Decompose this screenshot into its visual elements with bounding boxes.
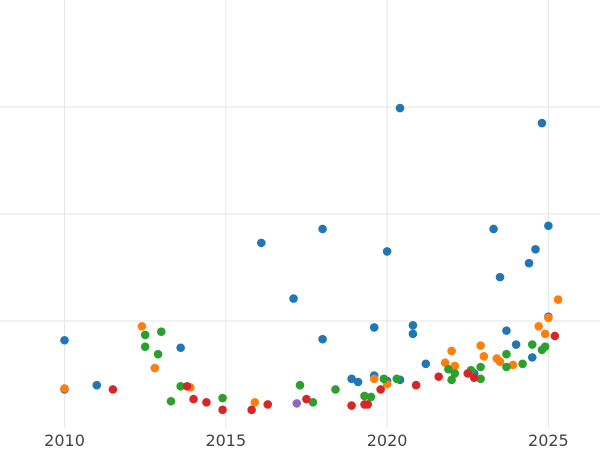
scatter-point <box>166 396 176 406</box>
scatter-point <box>289 294 298 303</box>
scatter-point <box>176 343 185 353</box>
x-tick-labels: 2010 2015 2020 2025 <box>44 431 569 450</box>
scatter-point <box>263 400 273 409</box>
scatter-point <box>502 362 511 372</box>
scatter-point <box>440 358 450 368</box>
data-points <box>60 103 563 415</box>
scatter-point <box>495 272 505 282</box>
scatter-point <box>369 323 379 332</box>
scatter-point <box>256 238 266 248</box>
scatter-point <box>476 362 485 372</box>
scatter-point <box>92 380 102 390</box>
scatter-point <box>150 363 160 373</box>
scatter-point <box>176 381 185 391</box>
x-tick-label: 2015 <box>205 431 246 450</box>
scatter-point <box>527 353 537 362</box>
scatter-point <box>450 361 460 371</box>
x-tick-label: 2020 <box>367 431 408 450</box>
scatter-point <box>444 364 453 374</box>
scatter-point <box>108 385 118 394</box>
scatter-point <box>218 393 227 403</box>
scatter-point <box>408 320 418 330</box>
scatter-point <box>489 224 498 234</box>
scatter-point <box>392 374 402 384</box>
scatter-point <box>479 352 489 361</box>
scatter-point <box>369 374 379 384</box>
scatter-point <box>379 374 389 384</box>
scatter-point <box>363 400 373 409</box>
scatter-point <box>60 384 69 393</box>
scatter-point <box>395 103 405 113</box>
scatter-point <box>447 375 456 385</box>
scatter-point <box>450 369 460 378</box>
scatter-point <box>189 394 198 404</box>
scatter-point <box>347 374 356 384</box>
scatter-point <box>553 295 563 304</box>
scatter-point <box>524 258 534 268</box>
scatter-point <box>295 380 305 390</box>
scatter-point <box>247 405 256 415</box>
scatter-point <box>250 398 260 407</box>
scatter-point <box>137 322 147 331</box>
scatter-point <box>531 245 540 254</box>
scatter-point <box>366 392 376 402</box>
scatter-point <box>476 374 485 384</box>
scatter-point <box>411 380 421 390</box>
x-tick-label: 2010 <box>44 431 85 450</box>
scatter-point <box>382 247 392 256</box>
scatter-point <box>495 357 505 366</box>
scatter-point <box>292 399 302 408</box>
scatter-point <box>463 369 473 378</box>
scatter-point <box>140 342 150 351</box>
scatter-point <box>182 381 192 391</box>
scatter-point <box>511 340 521 349</box>
scatter-point <box>302 394 311 404</box>
scatter-point <box>469 373 479 383</box>
scatter-point <box>156 327 166 337</box>
scatter-point <box>534 322 544 331</box>
scatter-point <box>508 360 518 370</box>
scatter-point <box>518 359 527 369</box>
scatter-point <box>360 391 369 401</box>
scatter-point <box>218 405 227 415</box>
scatter-point <box>544 313 553 323</box>
scatter-point <box>550 331 560 341</box>
scatter-point <box>537 118 547 128</box>
scatter-point <box>447 346 456 356</box>
scatter-point <box>540 342 550 351</box>
scatter-point <box>153 349 163 359</box>
scatter-point <box>353 377 363 387</box>
scatter-point <box>331 385 340 394</box>
scatter-point <box>544 221 553 231</box>
scatter-point <box>318 224 327 234</box>
scatter-point <box>60 335 69 345</box>
scatter-point <box>408 329 418 339</box>
scatter-point <box>376 385 385 394</box>
scatter-point <box>318 334 327 344</box>
scatter-point <box>308 398 318 407</box>
scatter-point <box>140 330 150 340</box>
scatter-point <box>434 372 444 381</box>
scatter-point <box>502 326 511 335</box>
scatter-point <box>202 398 211 407</box>
scatter-point <box>527 340 537 349</box>
x-tick-label: 2025 <box>528 431 569 450</box>
scatter-point <box>502 349 511 359</box>
scatter-point <box>421 359 431 369</box>
scatter-point <box>540 329 550 339</box>
scatter-point <box>347 401 356 410</box>
grid-lines <box>0 0 600 428</box>
scatter-point <box>476 341 485 350</box>
